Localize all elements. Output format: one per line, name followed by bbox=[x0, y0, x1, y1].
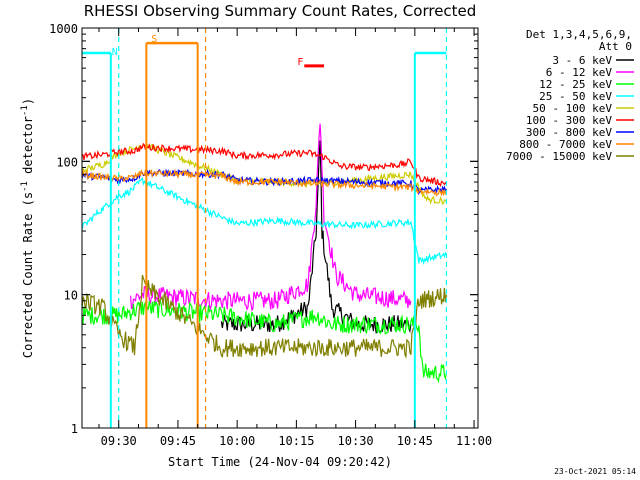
x-tick-label-1: 09:45 bbox=[160, 434, 196, 448]
legend-label-1: 6 - 12 keV bbox=[546, 66, 613, 79]
footer-timestamp: 23-Oct-2021 05:14 bbox=[554, 467, 636, 476]
series-line-2-0 bbox=[81, 298, 447, 384]
y-axis-label-sup2: -1 bbox=[20, 105, 30, 116]
legend-header-line1: Det 1,3,4,5,6,9, bbox=[526, 28, 632, 41]
y-axis-label-end: ) bbox=[21, 98, 35, 105]
y-axis-label: Corrected Count Rate (s-1 detector-1) bbox=[20, 98, 35, 358]
y-axis-label-tail: detector bbox=[21, 116, 35, 181]
y-tick-label-1: 10 bbox=[64, 289, 78, 303]
y-axis: 1 10 100 1000 bbox=[49, 22, 478, 436]
annotation-label-N: N bbox=[112, 47, 118, 58]
series-line-7-0 bbox=[81, 168, 447, 197]
legend-label-3: 25 - 50 keV bbox=[539, 90, 612, 103]
series-line-1-0 bbox=[130, 123, 412, 312]
chart-title: RHESSI Observing Summary Count Rates, Co… bbox=[84, 2, 477, 20]
y-axis-label-main: Corrected Count Rate (s bbox=[21, 192, 35, 358]
legend-label-2: 12 - 25 keV bbox=[539, 78, 612, 91]
y-tick-label-2: 100 bbox=[56, 155, 78, 169]
x-axis-label: Start Time (24-Nov-04 09:20:42) bbox=[168, 455, 392, 469]
y-tick-label-0: 1 bbox=[71, 422, 78, 436]
x-tick-label-3: 10:15 bbox=[278, 434, 314, 448]
plot-area: N S F bbox=[81, 28, 448, 428]
series-line-5-0 bbox=[81, 142, 447, 188]
x-tick-label-4: 10:30 bbox=[338, 434, 374, 448]
annotation-label-F: F bbox=[297, 57, 303, 68]
x-tick-label-2: 10:00 bbox=[219, 434, 255, 448]
plot-frame bbox=[81, 27, 479, 429]
x-tick-label-0: 09:30 bbox=[101, 434, 137, 448]
legend-label-6: 300 - 800 keV bbox=[526, 126, 612, 139]
annotation-label-S: S bbox=[151, 34, 157, 45]
y-axis-label-sup: -1 bbox=[20, 181, 30, 192]
legend-header-line2: Att 0 bbox=[599, 40, 632, 53]
series-line-0-0 bbox=[220, 140, 412, 334]
legend-label-0: 3 - 6 keV bbox=[552, 54, 612, 67]
x-tick-label-6: 11:00 bbox=[456, 434, 492, 448]
legend-label-7: 800 - 7000 keV bbox=[519, 138, 612, 151]
series-line-8-0 bbox=[81, 274, 447, 359]
legend-label-8: 7000 - 15000 keV bbox=[506, 150, 612, 163]
series-line-4-0 bbox=[81, 143, 447, 206]
legend-label-5: 100 - 300 keV bbox=[526, 114, 612, 127]
legend-label-4: 50 - 100 keV bbox=[533, 102, 613, 115]
x-tick-label-5: 10:45 bbox=[397, 434, 433, 448]
series-line-3-0 bbox=[81, 177, 447, 266]
y-tick-label-3: 1000 bbox=[49, 22, 78, 36]
x-axis: 09:30 09:45 10:00 10:15 10:30 10:45 11:00 bbox=[98, 28, 492, 448]
